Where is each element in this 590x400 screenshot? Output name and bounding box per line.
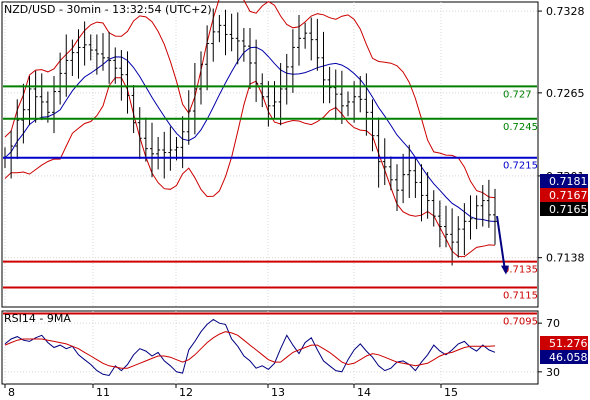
- price-tag-bg: [540, 188, 588, 202]
- rsi-tag-label: 46.058: [549, 351, 588, 364]
- level-label: 0.7115: [503, 291, 538, 302]
- price-tag-label: 0.71813: [549, 175, 590, 188]
- rsi-lines: [4, 318, 496, 377]
- price-tag-bg: [540, 202, 588, 216]
- price-panel-frame: [1, 1, 539, 308]
- price-tag-label: 0.71658: [549, 203, 590, 216]
- price-tag-bg: [540, 174, 588, 188]
- level-label: 0.727: [503, 89, 532, 100]
- y-tick-label: 0.7328: [546, 5, 585, 18]
- x-tick-label: 12: [179, 386, 193, 399]
- x-tick-label: 13: [271, 386, 285, 399]
- x-tick-label: 11: [96, 386, 110, 399]
- x-tick-label: 14: [357, 386, 371, 399]
- rsi-tag-bg: [540, 336, 588, 350]
- level-label: 0.7215: [503, 161, 538, 172]
- level-label: 0.7095: [503, 316, 538, 327]
- indicator-lines: 0.727 0.7245 0.7215 0.7135 0.7115 0.7095: [3, 85, 538, 327]
- forecast-arrow-line: [496, 216, 506, 271]
- y-tick-label: 70: [546, 317, 560, 330]
- price-bars: [3, 8, 497, 266]
- y-tick-label: 0.7138: [546, 252, 585, 265]
- rsi-series-line: [4, 318, 496, 377]
- rsi-panel-frame: [1, 310, 539, 385]
- forecast-arrow: [496, 216, 509, 275]
- x-tick-label: 8: [8, 386, 15, 399]
- rsi-tag-bg: [540, 350, 588, 364]
- price-tag-label: 0.71677: [549, 189, 590, 202]
- rsi-series-line: [4, 331, 496, 369]
- chart-title: NZD/USD - 30min - 13:32:54 (UTC+2): [4, 3, 212, 16]
- level-label: 0.7135: [503, 265, 538, 276]
- rsi-tag-label: 51.2762: [549, 337, 590, 350]
- x-axis-ticks: 8 11 12 13 14 15: [4, 384, 458, 399]
- rsi-title: RSI14 - 9MA: [4, 312, 71, 325]
- forecast-arrow-head: [501, 265, 509, 275]
- upper-band: [4, 0, 496, 199]
- x-tick-label: 15: [444, 386, 458, 399]
- rsi-grid: [4, 311, 537, 384]
- level-label: 0.7245: [503, 122, 538, 133]
- y-tick-label: 0.7265: [546, 87, 585, 100]
- y-tick-label: 30: [546, 366, 560, 379]
